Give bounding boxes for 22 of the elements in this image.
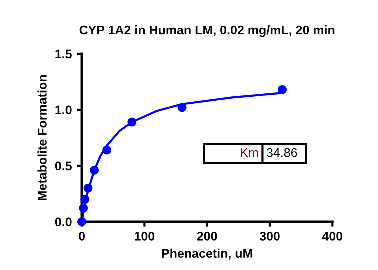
point — [80, 195, 90, 204]
annotation: Km — [241, 148, 258, 158]
point — [178, 103, 187, 112]
point — [79, 204, 88, 214]
y-axis-title: Metabolite Formation — [38, 76, 47, 200]
annotation: 34.86 — [266, 148, 298, 158]
point — [84, 184, 93, 193]
y-tick-label: 0.5 — [55, 162, 72, 171]
y-tick-label: 1.5 — [56, 50, 72, 59]
chart-title: CYP 1A2 in Human LM, 0.02 mg/mL, 20 min — [80, 25, 335, 38]
x-tick-label: 100 — [135, 232, 155, 241]
y-tick-label: 0.0 — [55, 218, 72, 227]
point — [102, 146, 112, 155]
x-tick-label: 400 — [322, 232, 343, 241]
x-tick-label: 0 — [79, 232, 85, 241]
point — [128, 118, 137, 127]
x-tick-label: 200 — [197, 232, 218, 241]
point — [90, 166, 100, 175]
x-tick-label: 300 — [260, 232, 280, 241]
point — [278, 85, 288, 94]
x-axis-title: Phenacetin, uM — [162, 248, 252, 260]
y-tick-label: 1.0 — [56, 106, 72, 115]
